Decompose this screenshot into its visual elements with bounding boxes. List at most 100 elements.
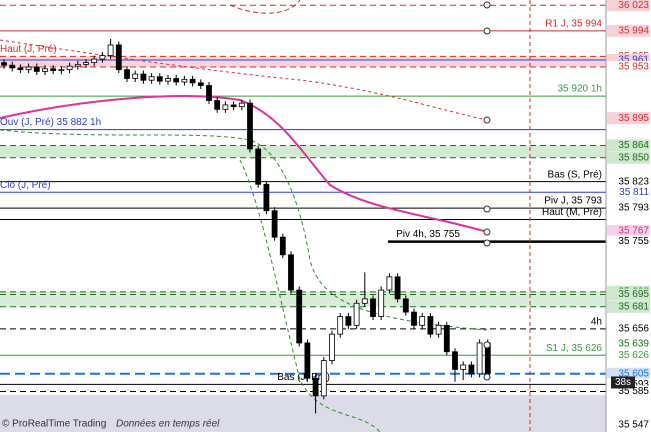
candle-body [271,210,278,238]
price-label: 35 823 [618,176,649,187]
envelope-red [0,39,488,121]
price-box [607,24,650,37]
candle-body [83,62,89,65]
level-text: 4h [591,316,602,327]
candle-body [337,316,344,335]
candle-body [255,148,262,185]
level-text: Clo (J, Pré) [0,180,51,191]
level-text: Haut (M, Pré) [542,207,602,218]
candle-body [263,183,270,212]
marker [483,228,491,236]
candle-body [206,85,212,101]
candle-body [378,289,385,317]
price-box [607,61,650,74]
candle-body [320,360,327,397]
candle-body [9,64,16,69]
candle-body [402,298,409,313]
marker [483,239,491,247]
lower-shade [0,395,606,432]
moving-average [0,95,488,233]
price-box [607,139,650,152]
band-lower [239,159,381,432]
candle-body [66,65,73,71]
candle-body [17,67,24,71]
candle-body [288,254,294,291]
level-text: S1 J, 35 626 [546,343,603,354]
level-text: Haut (J, Pré) [0,44,57,55]
candle-body [74,63,81,67]
candle-body [124,69,130,79]
candle-body [107,44,114,56]
candle-body [296,289,303,344]
candle-body [386,276,393,291]
subtitle: Données en temps réel [116,419,220,430]
candle-body [148,76,155,81]
price-label: 35 626 [618,350,649,361]
price-label: 35 656 [618,323,649,334]
candle-body [435,324,442,335]
price-label: 35 639 [618,338,649,349]
candle-body [370,298,376,317]
level-text: 35 920 1h [558,84,603,95]
price-label: 35 585 [618,386,649,397]
candle-body [181,78,188,83]
price-label: 35 767 [618,226,649,237]
price-box [607,349,650,362]
price-label: 35 895 [618,113,649,124]
candle-body [58,69,65,72]
price-label: 36 023 [618,0,649,11]
candle-body [452,351,458,370]
candle-body [238,102,245,108]
price-box [607,0,650,12]
price-label: 35 695 [618,289,649,300]
candle-body [427,316,434,335]
candle-body [42,68,48,72]
candle-body [214,100,221,110]
candle-body [460,364,467,370]
marker [483,1,491,9]
candle-body [361,298,368,304]
candle-body [222,104,229,110]
level-text: Bas (J, Pré) [277,372,330,383]
marker [483,373,491,381]
candle-body [99,55,106,60]
price-box [607,202,650,215]
markers [483,1,491,381]
candle-body [353,302,360,326]
price-box [607,300,650,313]
candle-body [115,44,122,71]
price-label: 35 953 [618,62,649,73]
candle-body [33,66,40,72]
price-box [607,235,650,248]
price-box [607,186,650,199]
price-box [607,175,650,188]
candle-body [1,62,7,66]
price-box [607,337,650,350]
marker [483,205,491,213]
price-label: 35 994 [618,25,649,36]
timer-box [611,376,635,389]
band [0,56,606,68]
level-text: Piv 4h, 35 755 [396,229,460,240]
marker [483,27,491,35]
price-label: 35 811 [619,187,649,198]
band [0,291,606,307]
price-label: 35 605 [618,368,649,379]
candle-body [247,102,253,150]
candle-body [173,78,180,83]
price-label: 35 961 [618,55,649,66]
candle-body [411,311,417,326]
candle-body [443,324,450,353]
marker [483,341,491,349]
price-label: 35 864 [618,140,649,151]
price-box [607,112,650,125]
candle-body [345,316,352,326]
candle-body [25,66,32,71]
candle-body [329,333,335,361]
level-text: Bas (S, Pré) [548,169,602,180]
timer: 38s [615,377,631,388]
candle-body [394,276,401,300]
candle-body [156,76,163,82]
price-box [607,151,650,164]
